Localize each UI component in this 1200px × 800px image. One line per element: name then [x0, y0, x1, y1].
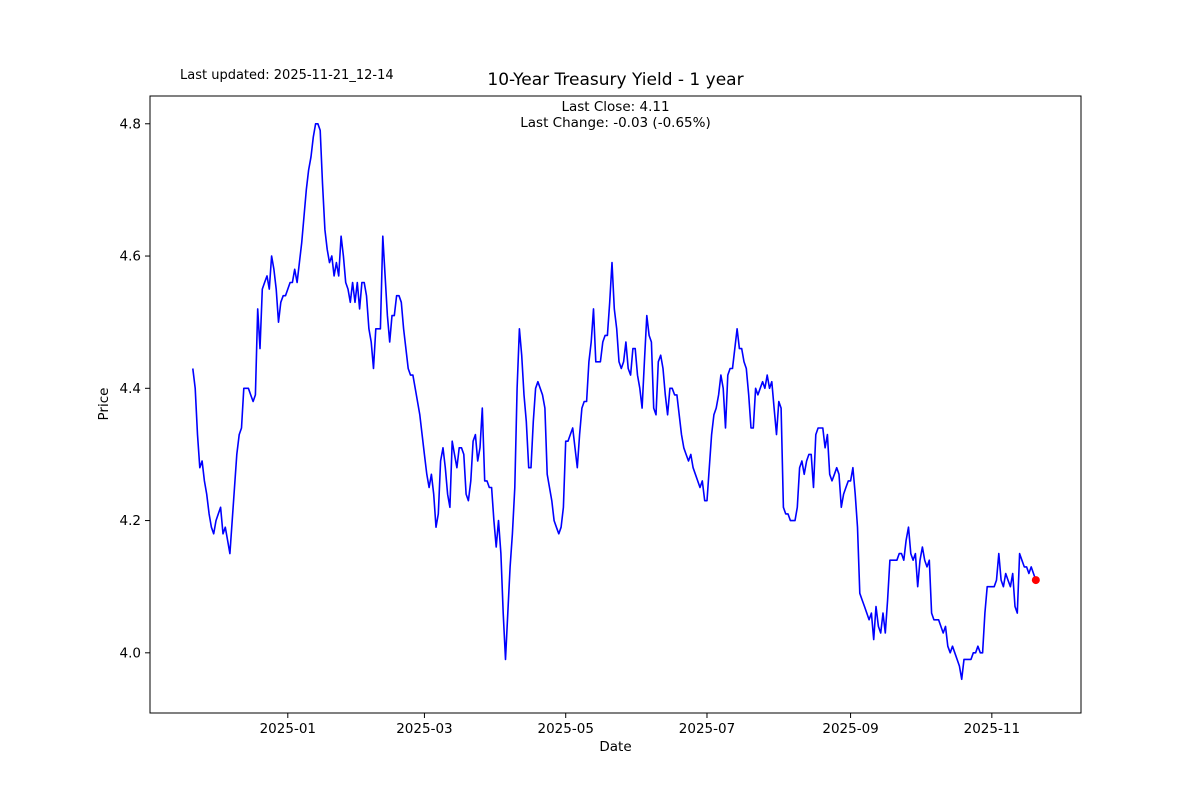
y-tick-label: 4.4 [120, 381, 141, 397]
x-tick-label: 2025-07 [679, 721, 735, 737]
last-close-marker [1031, 576, 1040, 585]
x-tick-label: 2025-09 [822, 721, 878, 737]
x-tick-label: 2025-01 [260, 721, 316, 737]
x-tick-label: 2025-03 [396, 721, 452, 737]
y-tick-label: 4.0 [120, 645, 141, 661]
x-tick-label: 2025-11 [964, 721, 1020, 737]
y-tick-label: 4.2 [120, 513, 141, 529]
axes-frame [149, 95, 1082, 714]
chart-title: 10-Year Treasury Yield - 1 year [487, 70, 744, 90]
price-line [192, 123, 1037, 681]
y-tick-label: 4.8 [120, 116, 141, 132]
y-tick-label: 4.6 [120, 249, 141, 265]
last-updated-text: Last updated: 2025-11-21_12-14 [180, 68, 394, 83]
last-change-annotation: Last Change: -0.03 (-0.65%) [520, 115, 711, 131]
last-close-annotation: Last Close: 4.11 [561, 99, 670, 115]
x-axis-label: Date [599, 739, 632, 755]
x-tick-label: 2025-05 [538, 721, 594, 737]
